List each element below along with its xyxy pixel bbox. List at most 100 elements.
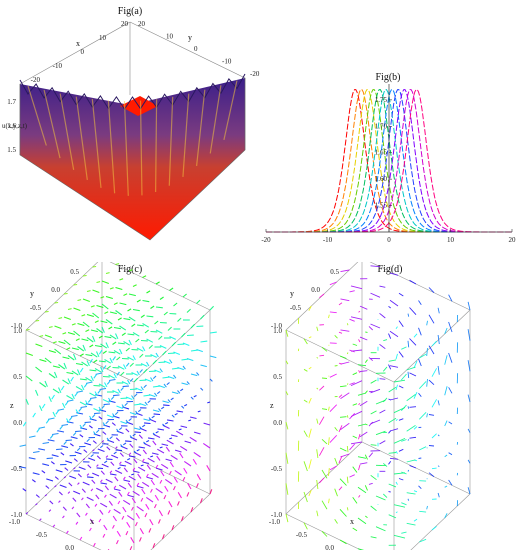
- chart-c-vector: [83, 345, 85, 351]
- chart-c-vector: [52, 434, 58, 435]
- chart-d-vector: [432, 399, 437, 407]
- chart-c-vector: [74, 285, 78, 286]
- chart-d-vector: [330, 282, 337, 285]
- chart-d-vector: [309, 367, 311, 369]
- chart-c-vector: [168, 510, 170, 514]
- chart-d-ylabel: y: [290, 289, 294, 298]
- chart-c-vector: [130, 413, 136, 415]
- chart-c-vector: [63, 507, 66, 511]
- chart-c-vector: [62, 425, 68, 426]
- chart-c-vector: [111, 455, 118, 458]
- chart-d-vector: [449, 422, 452, 424]
- chart-c-vector: [128, 309, 132, 311]
- chart-a-xlabel: x: [76, 39, 80, 48]
- chart-c-vector: [163, 405, 169, 406]
- chart-c-vector: [112, 423, 115, 426]
- chart-a-x-tick: 20: [121, 20, 129, 28]
- chart-d-z-tick: 0.0: [273, 419, 282, 427]
- chart-d-vector: [353, 404, 357, 406]
- chart-c-vector: [193, 459, 196, 464]
- chart-d-vector: [427, 379, 428, 387]
- chart-c-vector: [118, 318, 122, 320]
- chart-c-vector: [161, 407, 164, 409]
- chart-c-vector: [118, 389, 120, 393]
- chart-d: Fig(d) -1.0-0.50.00.51.0-1.0-0.50.00.51.…: [260, 262, 521, 550]
- chart-c-vector: [127, 459, 130, 460]
- chart-d-vector: [383, 494, 387, 498]
- chart-c-vector: [78, 370, 80, 375]
- chart-d-vector: [347, 477, 348, 484]
- chart-c-vector: [118, 468, 121, 469]
- chart-d-vector: [347, 446, 348, 452]
- chart-d-vector: [380, 410, 386, 413]
- chart-d-vector: [335, 458, 338, 465]
- chart-d-vector: [410, 308, 417, 315]
- chart-c-vector: [163, 401, 169, 403]
- chart-d-vector: [371, 324, 381, 328]
- chart-c-vector: [73, 491, 80, 494]
- chart-c-vector: [50, 501, 53, 504]
- chart-d-vector: [445, 355, 447, 364]
- chart-d-vector: [351, 317, 362, 320]
- chart-c-vector: [178, 492, 181, 498]
- chart-c-vector: [97, 352, 99, 357]
- chart-c-vector: [164, 495, 166, 499]
- chart-c-vector: [128, 495, 134, 497]
- chart-c-vector: [87, 291, 91, 292]
- chart-d-vector: [347, 415, 348, 418]
- chart-d-x-tick: 0.0: [325, 544, 334, 550]
- chart-d-y-tick: -0.5: [290, 304, 302, 312]
- chart-c-vector: [96, 430, 99, 433]
- chart-c-vector: [121, 372, 125, 375]
- chart-d-vector: [347, 353, 348, 355]
- chart-c-vector: [45, 381, 47, 387]
- chart-c-vector: [89, 426, 92, 428]
- chart-b-x-tick: 10: [447, 236, 455, 244]
- chart-c-vector: [161, 464, 168, 468]
- chart-c-vector: [82, 489, 85, 493]
- chart-a-surface: [20, 74, 245, 240]
- chart-c-vector: [97, 282, 101, 283]
- chart-c-vector: [171, 398, 174, 400]
- chart-d-vector: [317, 388, 318, 389]
- chart-c-vector: [163, 351, 167, 355]
- chart-c-vector: [55, 372, 57, 378]
- chart-c-vector: [141, 465, 144, 466]
- chart-c-vector: [136, 339, 140, 342]
- chart-c-vector: [105, 337, 112, 338]
- chart-b-x-tick: 0: [387, 236, 391, 244]
- chart-c-y-tick: 0.5: [70, 268, 79, 276]
- chart-c-vector: [109, 510, 111, 513]
- chart-c-vector: [187, 492, 189, 496]
- chart-c-vector: [131, 537, 134, 543]
- chart-c-vector: [91, 353, 97, 357]
- chart-d-vector: [419, 447, 426, 450]
- chart-c-vector: [152, 416, 155, 418]
- chart-c-vector: [201, 365, 207, 367]
- chart-c-vector: [36, 495, 39, 498]
- chart-c-vector: [68, 379, 70, 384]
- chart-c-vector: [120, 326, 126, 330]
- chart-c-vector: [168, 327, 172, 330]
- chart-d-vector: [330, 435, 337, 442]
- chart-d-vector: [401, 503, 406, 505]
- chart-c-vector: [124, 468, 127, 472]
- chart-d-vector: [365, 516, 367, 518]
- chart-d-vector: [341, 330, 350, 331]
- chart-d-vector: [449, 353, 452, 363]
- chart-c-vector: [99, 350, 102, 354]
- chart-c-vector: [154, 414, 160, 415]
- chart-c-vector: [105, 383, 107, 387]
- chart-a-y-tick: 10: [166, 33, 174, 41]
- chart-c-vector: [138, 467, 145, 471]
- chart-c-vector: [64, 477, 66, 478]
- chart-c-vector: [40, 519, 42, 521]
- chart-c-vector: [167, 383, 170, 385]
- chart-c-vector: [80, 435, 83, 437]
- chart-c-vector: [153, 386, 160, 387]
- chart-b-x-tick: 20: [509, 236, 517, 244]
- chart-c-vector: [83, 424, 86, 427]
- chart-c-vector: [124, 477, 126, 480]
